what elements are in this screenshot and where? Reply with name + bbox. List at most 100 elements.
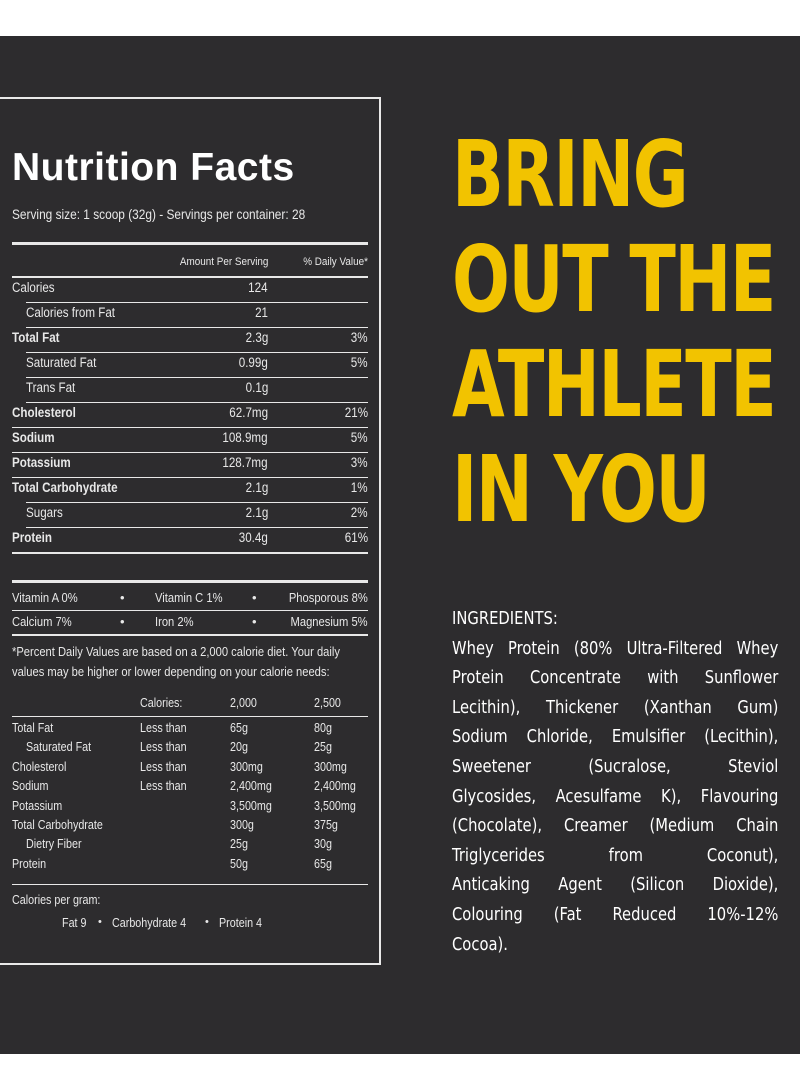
table-nutrient: Total Carbohydrate <box>12 818 103 832</box>
nutrient-label: Total Fat <box>12 330 60 345</box>
nutrient-label: Saturated Fat <box>26 355 97 370</box>
nutrient-daily-value: 3% <box>351 455 368 470</box>
nutrient-label: Trans Fat <box>26 380 76 395</box>
table-header-2500: 2,500 <box>314 696 341 710</box>
headline-line: ATHLETE <box>452 331 777 438</box>
vitamin-item: Calcium 7% <box>12 614 72 629</box>
table-nutrient: Saturated Fat <box>26 740 92 755</box>
nutrient-amount: 2.1g <box>245 480 268 495</box>
nutrient-amount: 128.7mg <box>222 455 268 470</box>
nutrient-amount: 0.99g <box>238 355 268 370</box>
table-limit: Less than <box>140 721 187 735</box>
bullet-separator: • <box>120 614 125 629</box>
headline: BRING OUT THE ATHLETE IN YOU <box>452 122 792 542</box>
table-value-2000: 2,400mg <box>230 779 272 794</box>
table-value-2000: 65g <box>230 721 248 735</box>
cal-per-gram-title: Calories per gram: <box>12 893 101 907</box>
nutrient-daily-value: 5% <box>351 430 368 445</box>
table-nutrient: Dietry Fiber <box>26 837 82 852</box>
table-value-2000: 20g <box>230 740 248 755</box>
header-amount: Amount Per Serving <box>179 256 268 268</box>
row-divider <box>26 377 368 378</box>
ingredients-title: INGREDIENTS: <box>452 608 558 629</box>
table-value-2000: 50g <box>230 856 248 871</box>
table-nutrient: Sodium <box>12 779 49 794</box>
table-value-2500: 2,400mg <box>314 779 356 794</box>
nutrient-label: Calories from Fat <box>26 305 116 320</box>
nutrient-amount: 21 <box>255 305 268 320</box>
row-divider <box>12 477 368 478</box>
ingredients-line: Sodium Chloride, Emulsifier (Lecithin), <box>452 726 779 748</box>
nutrient-label: Sodium <box>12 430 55 445</box>
table-value-2500: 65g <box>314 856 332 871</box>
nutrient-daily-value: 1% <box>351 480 368 495</box>
ingredients-line: Lecithin), Thickener (Xanthan Gum) <box>452 696 779 718</box>
table-value-2500: 25g <box>314 740 332 755</box>
row-divider <box>26 527 368 528</box>
nutrient-amount: 30.4g <box>238 530 268 545</box>
cal-per-gram-item: Carbohydrate 4 <box>112 916 187 930</box>
divider-end-rows <box>12 552 368 554</box>
ingredients-line: Glycosides, Acesulfame K), Flavouring <box>452 785 779 807</box>
table-header-calories: Calories: <box>140 696 183 710</box>
bullet-separator: • <box>252 590 257 605</box>
ingredients-line: Cocoa). <box>452 933 508 955</box>
row-divider <box>12 610 368 611</box>
divider-thick <box>12 242 368 245</box>
ingredients-line: Colouring (Fat Reduced 10%-12% <box>452 903 779 925</box>
ingredients-line: Anticaking Agent (Silicon Dioxide), <box>452 874 779 896</box>
divider-header <box>12 276 368 278</box>
bullet-separator: • <box>120 590 125 605</box>
nutrient-daily-value: 61% <box>344 530 368 545</box>
footnote-line-1: *Percent Daily Values are based on a 2,0… <box>12 644 340 659</box>
nutrient-amount: 108.9mg <box>222 430 268 445</box>
table-nutrient: Protein <box>12 856 47 871</box>
vitamin-item: Iron 2% <box>155 614 194 629</box>
nutrient-amount: 2.1g <box>245 505 268 520</box>
nutrient-amount: 62.7mg <box>229 405 268 420</box>
table-value-2500: 30g <box>314 837 332 852</box>
table-value-2000: 25g <box>230 837 248 852</box>
table-value-2500: 300mg <box>314 759 347 774</box>
nutrient-daily-value: 2% <box>351 505 368 520</box>
bullet-separator: • <box>205 916 209 928</box>
nutrient-label: Protein <box>12 530 53 545</box>
divider-cal-per-gram <box>12 884 368 885</box>
table-value-2000: 300mg <box>230 759 263 774</box>
ingredients-line: (Chocolate), Creamer (Medium Chain <box>452 815 779 837</box>
vitamin-item: Phosporous 8% <box>289 590 368 605</box>
nutrient-amount: 2.3g <box>245 330 268 345</box>
table-value-2500: 3,500mg <box>314 798 356 813</box>
divider-table <box>12 716 368 717</box>
header-daily-value: % Daily Value* <box>303 256 368 268</box>
nutrient-label: Calories <box>12 280 55 295</box>
row-divider <box>26 327 368 328</box>
headline-line: OUT THE <box>452 226 776 333</box>
nutrient-amount: 0.1g <box>245 380 268 395</box>
nutrient-label: Potassium <box>12 455 71 470</box>
table-header-2000: 2,000 <box>230 696 257 710</box>
nutrition-title: Nutrition Facts <box>12 146 295 189</box>
nutrient-label: Cholesterol <box>12 405 76 420</box>
nutrient-daily-value: 5% <box>351 355 368 370</box>
row-divider <box>26 402 368 403</box>
table-value-2000: 3,500mg <box>230 798 272 813</box>
table-value-2000: 300g <box>230 818 254 832</box>
ingredients-line: Protein Concentrate with Sunflower <box>452 667 779 689</box>
table-nutrient: Potassium <box>12 798 63 813</box>
nutrient-label: Total Carbohydrate <box>12 480 118 495</box>
bullet-separator: • <box>98 916 102 928</box>
table-nutrient: Total Fat <box>12 721 54 735</box>
row-divider <box>26 502 368 503</box>
cal-per-gram-item: Fat 9 <box>62 916 87 930</box>
table-value-2500: 375g <box>314 818 338 832</box>
nutrient-label: Sugars <box>26 505 63 520</box>
table-nutrient: Cholesterol <box>12 759 67 774</box>
ingredients-line: Sweetener (Sucralose, Steviol <box>452 755 779 777</box>
table-limit: Less than <box>140 779 187 794</box>
divider-vitamins-bottom <box>12 634 368 636</box>
vitamin-item: Vitamin A 0% <box>12 590 78 605</box>
headline-line: BRING <box>452 121 689 228</box>
table-limit: Less than <box>140 759 187 774</box>
vitamin-item: Magnesium 5% <box>290 614 368 629</box>
